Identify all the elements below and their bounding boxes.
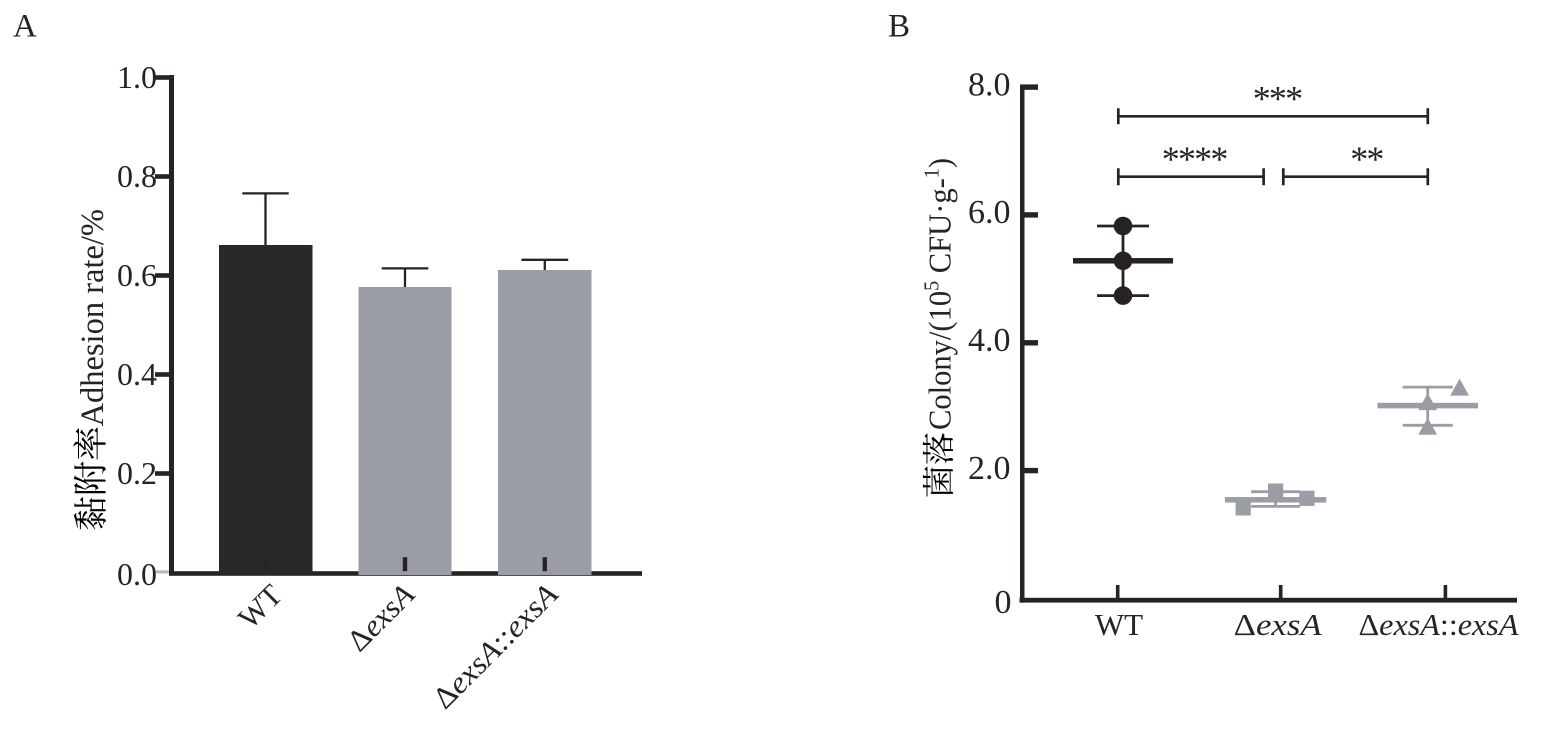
svg-text:Colony/(105 CFU·g-1): Colony/(105 CFU·g-1) (920, 158, 958, 430)
svg-text:0.2: 0.2 (117, 455, 157, 491)
svg-text:****: **** (1162, 139, 1228, 179)
svg-text:4.0: 4.0 (968, 322, 1011, 359)
svg-text:B: B (888, 9, 910, 45)
svg-text:**: ** (1350, 139, 1383, 179)
svg-text:ΔexsA::exsA: ΔexsA::exsA (1359, 607, 1520, 642)
svg-text:A: A (13, 9, 37, 45)
svg-text:6.0: 6.0 (968, 194, 1011, 231)
svg-text:0.4: 0.4 (117, 356, 157, 392)
svg-text:Adhesion rate/%: Adhesion rate/% (75, 209, 111, 427)
svg-text:0.8: 0.8 (117, 158, 157, 194)
svg-text:ΔexsA: ΔexsA (1234, 607, 1323, 642)
svg-text:1.0: 1.0 (117, 59, 157, 95)
svg-text:0.6: 0.6 (117, 257, 157, 293)
svg-text:2.0: 2.0 (968, 450, 1011, 487)
svg-text:8.0: 8.0 (968, 66, 1011, 103)
svg-text:0: 0 (995, 584, 1012, 621)
svg-text:0.0: 0.0 (117, 556, 157, 592)
svg-text:***: *** (1253, 79, 1302, 119)
svg-text:WT: WT (1095, 607, 1143, 642)
